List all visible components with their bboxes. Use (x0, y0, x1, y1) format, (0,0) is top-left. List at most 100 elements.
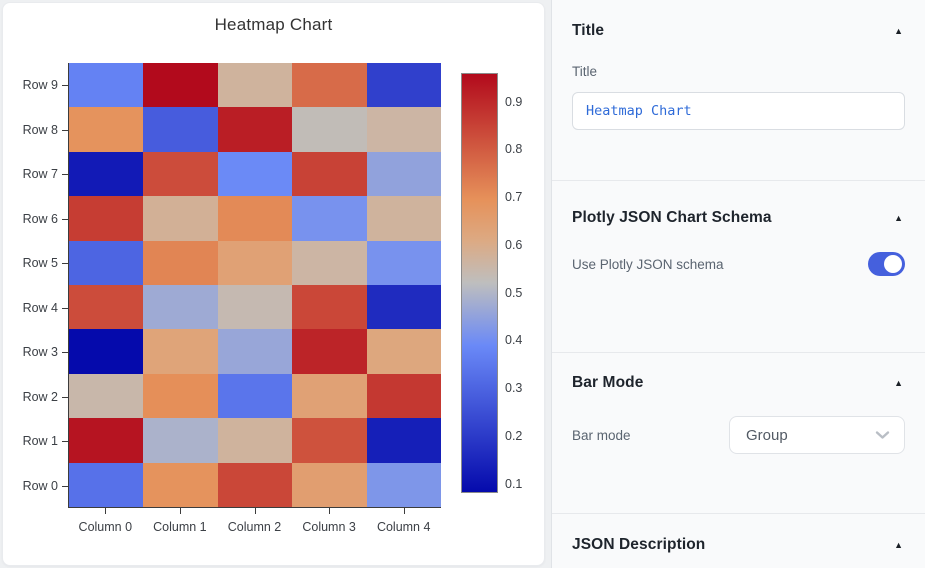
heatmap-cell (217, 107, 293, 152)
heatmap-cell (143, 329, 218, 374)
heatmap-cell (69, 63, 144, 108)
heatmap-cell (292, 418, 367, 463)
colorbar-tick-label: 0.6 (505, 237, 523, 252)
heatmap-cell (292, 285, 367, 330)
section-heading: Plotly JSON Chart Schema (572, 209, 772, 226)
heatmap-cell (69, 418, 144, 463)
x-axis-label: Column 4 (376, 520, 431, 534)
heatmap-cell (143, 107, 218, 152)
heatmap-cell (292, 196, 367, 241)
y-axis-label: Row 1 (22, 434, 58, 449)
x-axis-tick (105, 508, 107, 514)
section-heading: Title (572, 22, 605, 39)
heatmap-cell (217, 196, 293, 241)
heatmap-cell (69, 285, 144, 330)
x-axis-tick (403, 508, 405, 514)
heatmap-cell (69, 196, 144, 241)
y-axis-tick (62, 441, 68, 443)
y-axis-label: Row 3 (22, 345, 58, 360)
heatmap-cell (69, 107, 144, 152)
heatmap-cell (366, 240, 441, 285)
section-title: Title ▲ Title (552, 22, 925, 181)
collapse-icon[interactable]: ▲ (892, 23, 905, 40)
heatmap-cell (366, 373, 441, 419)
y-axis-label: Row 5 (22, 256, 58, 271)
heatmap-cell (69, 373, 144, 419)
y-axis-tick (62, 263, 68, 265)
heatmap-cell (217, 285, 293, 330)
x-axis-tick (254, 508, 256, 514)
collapse-icon[interactable]: ▲ (892, 210, 905, 227)
y-axis-tick (62, 485, 68, 487)
x-axis-tick (179, 508, 181, 514)
heatmap-cell (292, 151, 367, 197)
heatmap-cell (292, 240, 367, 285)
y-axis-label: Row 0 (22, 478, 58, 493)
heatmap-cell (143, 240, 218, 285)
collapse-icon[interactable]: ▲ (892, 375, 905, 392)
y-axis-tick (62, 307, 68, 309)
bar-mode-select[interactable]: Group (729, 416, 905, 454)
section-json-description-header[interactable]: JSON Description ▲ (572, 536, 905, 554)
heatmap-cell (143, 462, 218, 507)
x-axis-tick (329, 508, 331, 514)
x-axis-label: Column 1 (153, 520, 207, 534)
colorbar-tick-label: 0.8 (505, 142, 523, 157)
colorbar-tick-label: 0.3 (505, 381, 523, 395)
colorbar-tick-label: 0.4 (505, 333, 523, 348)
y-axis-label: Row 6 (22, 211, 58, 226)
colorbar-tick-label: 0.5 (505, 285, 523, 300)
heatmap-cell (143, 63, 218, 108)
collapse-icon[interactable]: ▲ (892, 537, 905, 554)
y-axis-label: Row 7 (22, 167, 58, 182)
heatmap-cell (292, 107, 367, 152)
section-bar-mode: Bar Mode ▲ Bar mode Group (552, 374, 925, 514)
y-axis-tick (62, 352, 68, 354)
y-axis-tick (62, 218, 68, 220)
heatmap-cell (366, 462, 441, 507)
heatmap-cell (217, 329, 293, 374)
heatmap-cell (217, 373, 293, 419)
inspector-panel: Title ▲ Title Plotly JSON Chart Schema ▲… (551, 0, 925, 568)
heatmap-cell (143, 373, 218, 419)
heatmap-cell (292, 462, 367, 507)
heatmap-cell (69, 329, 144, 374)
section-plotly-schema-header[interactable]: Plotly JSON Chart Schema ▲ (572, 209, 905, 227)
heatmap-cell (217, 462, 293, 507)
y-axis-tick (62, 174, 68, 176)
y-axis-label: Row 4 (22, 300, 58, 315)
title-field-label: Title (572, 64, 598, 79)
y-axis-label: Row 8 (22, 122, 58, 137)
heatmap-cell (366, 63, 441, 108)
heatmap-cell (366, 196, 441, 241)
heatmap-cell (292, 373, 367, 419)
heatmap-cell (366, 151, 441, 197)
heatmap-cell (217, 63, 293, 108)
x-axis-label: Column 2 (227, 520, 282, 534)
use-plotly-json-schema-toggle[interactable] (868, 252, 905, 276)
section-heading: JSON Description (572, 536, 706, 553)
heatmap-cell (366, 107, 441, 152)
section-json-description: JSON Description ▲ {{queries.runpy1.data… (552, 536, 925, 568)
heatmap-cell (143, 285, 218, 330)
title-input[interactable] (572, 92, 905, 130)
heatmap-cell (69, 151, 144, 197)
toggle-knob (884, 255, 902, 273)
section-plotly-schema: Plotly JSON Chart Schema ▲ Use Plotly JS… (552, 209, 925, 353)
bar-mode-label: Bar mode (572, 427, 631, 443)
y-axis-tick (62, 396, 68, 398)
heatmap-cell (143, 418, 218, 463)
heatmap-cell (217, 240, 293, 285)
x-axis-label: Column 3 (302, 520, 356, 534)
section-bar-mode-header[interactable]: Bar Mode ▲ (572, 374, 905, 392)
heatmap-cell (366, 285, 441, 330)
y-axis-tick (62, 85, 68, 87)
heatmap-cell (143, 196, 218, 241)
section-title-header[interactable]: Title ▲ (572, 22, 905, 40)
colorbar-tick-label: 0.2 (505, 428, 523, 443)
colorbar-tick-label: 0.9 (505, 94, 523, 109)
heatmap-plot (68, 63, 441, 508)
colorbar (461, 73, 498, 493)
chart-title: Heatmap Chart (214, 15, 333, 34)
chart-card: Heatmap Chart Row 9 Row 8 Row 7 Row 6 Row 5 R… (2, 2, 545, 566)
